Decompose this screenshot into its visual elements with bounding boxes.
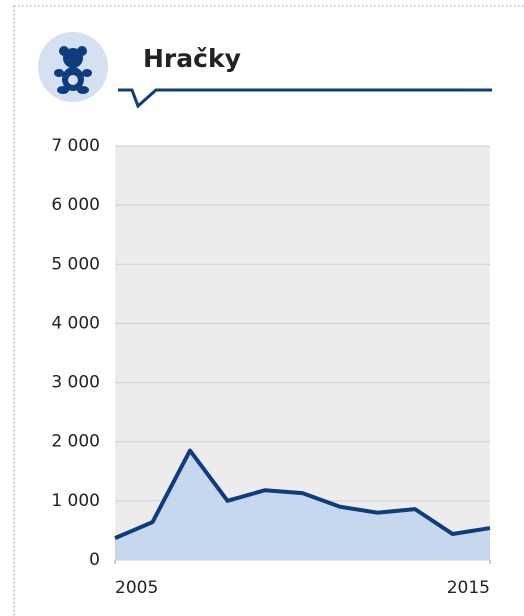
y-tick-label: 2 000 bbox=[51, 432, 100, 452]
y-tick-label: 6 000 bbox=[51, 195, 100, 215]
y-tick-label: 3 000 bbox=[51, 373, 100, 393]
x-tick-label: 2005 bbox=[115, 578, 158, 598]
y-tick-label: 4 000 bbox=[51, 313, 100, 333]
y-tick-label: 0 bbox=[89, 550, 100, 570]
title-rule bbox=[118, 88, 492, 109]
chart-title: Hračky bbox=[143, 44, 241, 73]
y-tick-label: 7 000 bbox=[51, 136, 100, 156]
y-tick-label: 5 000 bbox=[51, 254, 100, 274]
icon bbox=[38, 32, 108, 102]
x-tick-label: 2015 bbox=[447, 578, 490, 598]
line bbox=[114, 448, 491, 540]
y-tick-label: 1 000 bbox=[51, 491, 100, 511]
